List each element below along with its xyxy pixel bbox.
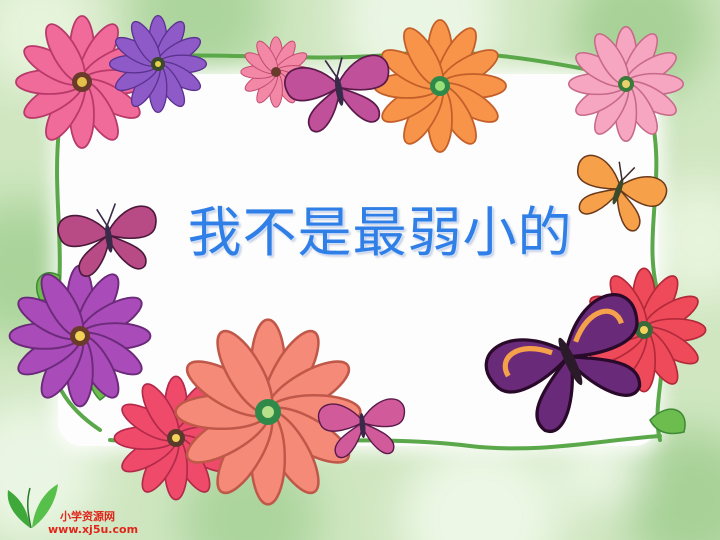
butterfly-bottom xyxy=(316,397,409,461)
watermark-url: www.xj5u.com xyxy=(48,523,139,536)
watermark-site-name: 小学资源网 xyxy=(60,510,115,523)
green-leaf-logo-icon xyxy=(7,484,58,529)
pink-flower-top-left xyxy=(15,15,149,149)
salmon-flower-bottom xyxy=(174,318,362,506)
butterfly-left xyxy=(55,203,164,281)
small-pink-flower-top xyxy=(240,36,312,108)
butterfly-right-orange xyxy=(562,150,671,239)
pink-flower-top-right xyxy=(568,26,684,142)
site-watermark: 小学资源网 www.xj5u.com xyxy=(4,476,154,538)
butterfly-large-right xyxy=(477,285,669,448)
red-flower-right xyxy=(581,267,707,393)
butterfly-top xyxy=(281,51,398,137)
orange-flower-top xyxy=(373,19,507,153)
slide-title: 我不是最弱小的 xyxy=(187,201,573,264)
red-flower-bottom-left xyxy=(113,375,239,501)
purple-flower-left xyxy=(8,264,152,408)
purple-flower-top xyxy=(108,14,208,114)
